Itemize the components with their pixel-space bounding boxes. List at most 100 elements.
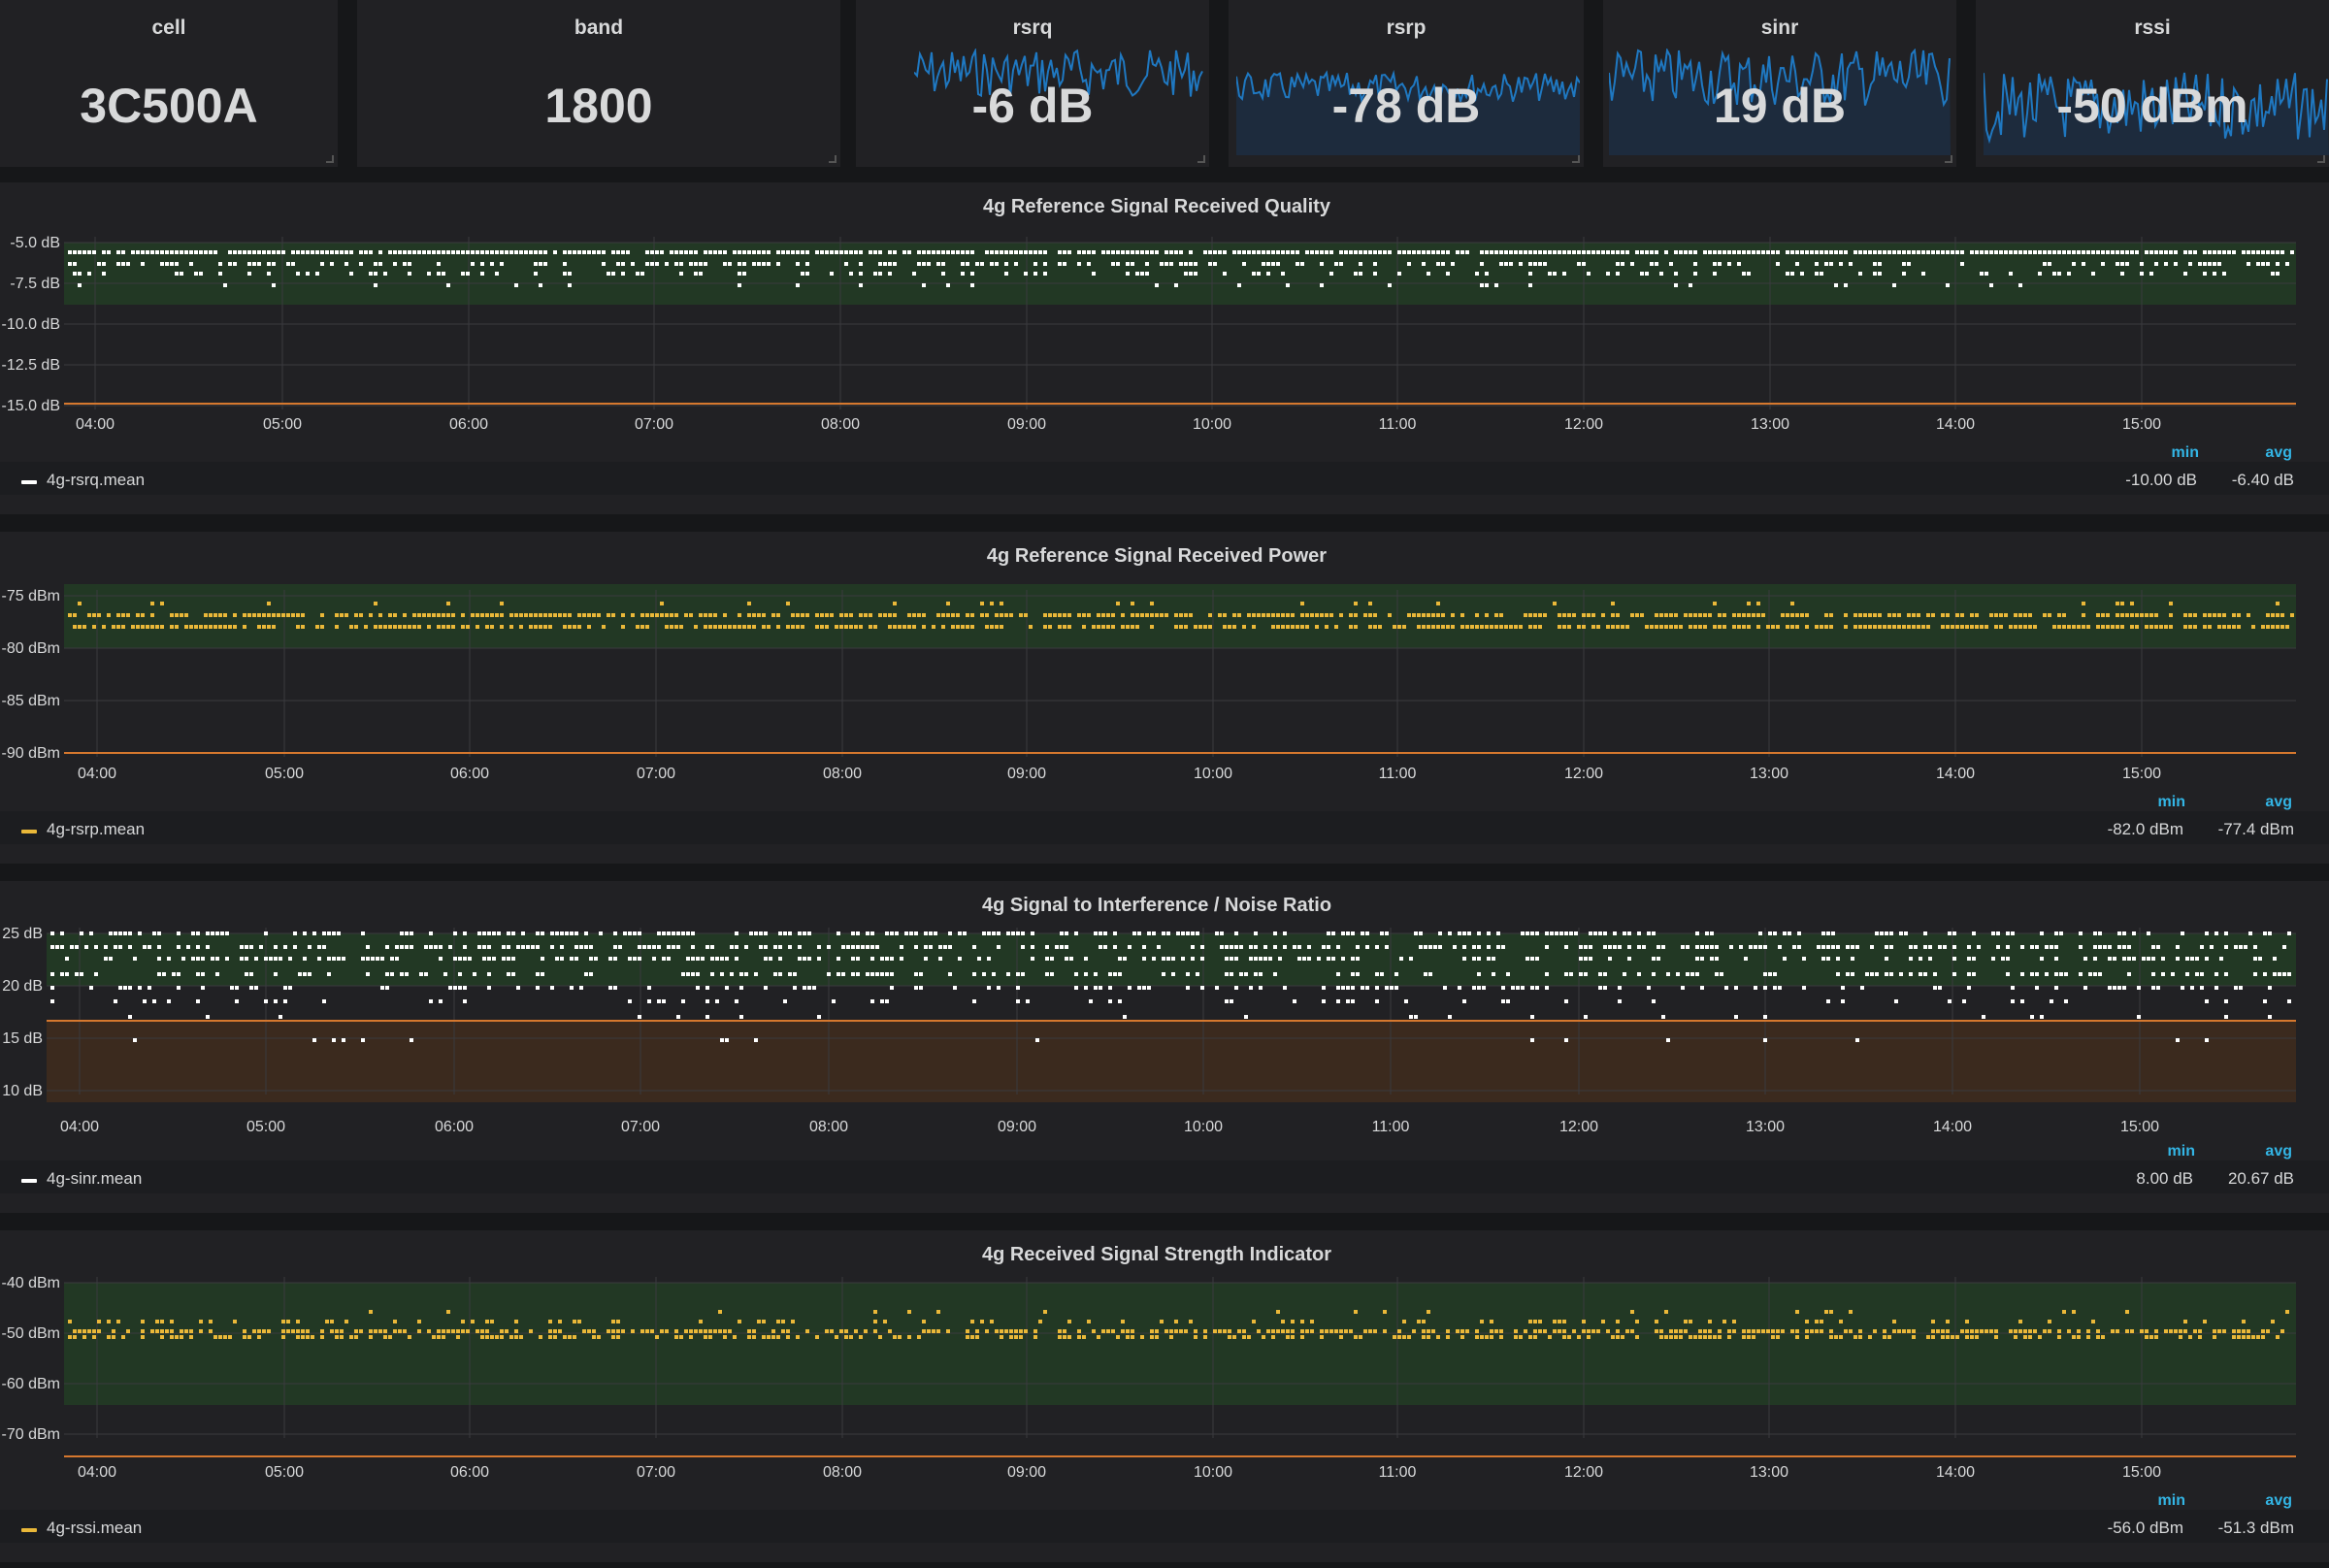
resize-handle-icon[interactable]	[326, 155, 334, 163]
x-tick-label: 12:00	[1564, 416, 1603, 433]
rssi-plot: -40 dBm -50 dBm -60 dBm -70 dBm 04:00 05:00 06…	[2, 1275, 2296, 1481]
x-tick-label: 12:00	[1559, 1119, 1598, 1135]
x-tick-label: 10:00	[1194, 1464, 1232, 1481]
stat-value: 3C500A	[80, 79, 258, 133]
x-tick-label: 11:00	[1379, 416, 1417, 433]
legend-strip	[0, 1160, 2329, 1193]
sinr-sparkline	[1609, 49, 1951, 155]
legend-avg-header[interactable]: avg	[2265, 444, 2292, 461]
legend-series-name[interactable]: 4g-sinr.mean	[47, 1169, 143, 1188]
legend-avg-header[interactable]: avg	[2265, 794, 2292, 810]
x-tick-label: 11:00	[1379, 1464, 1417, 1481]
x-tick-label: 06:00	[450, 1464, 489, 1481]
stat-panel-rsrp[interactable]: rsrp -78 dB	[1229, 0, 1584, 167]
panel-title[interactable]: 4g Received Signal Strength Indicator	[981, 1244, 1332, 1265]
resize-handle-icon[interactable]	[829, 155, 836, 163]
x-tick-label: 14:00	[1936, 1464, 1975, 1481]
legend-series-name[interactable]: 4g-rssi.mean	[47, 1519, 143, 1537]
y-tick-label: -50 dBm	[2, 1325, 60, 1342]
legend-series-name[interactable]: 4g-rsrq.mean	[47, 471, 146, 489]
stat-panel-band[interactable]: band 1800	[357, 0, 840, 167]
y-tick-label: 15 dB	[2, 1030, 43, 1047]
x-tick-label: 12:00	[1564, 1464, 1603, 1481]
resize-handle-icon[interactable]	[2317, 155, 2325, 163]
x-tick-label: 05:00	[263, 416, 302, 433]
stat-value: 19 dB	[1713, 79, 1847, 133]
y-tick-label: -5.0 dB	[10, 235, 60, 251]
x-tick-label: 05:00	[265, 1464, 304, 1481]
y-tick-label: 10 dB	[2, 1083, 43, 1099]
stat-panel-sinr[interactable]: sinr 19 dB	[1603, 0, 1956, 167]
x-tick-label: 13:00	[1751, 416, 1789, 433]
legend-series-name[interactable]: 4g-rsrp.mean	[47, 820, 146, 838]
y-tick-label: 25 dB	[2, 926, 43, 942]
stat-value: 1800	[544, 79, 653, 133]
graph-panel-rsrq[interactable]: 4g Reference Signal Received Quality -5.…	[0, 182, 2329, 514]
resize-handle-icon[interactable]	[1197, 155, 1205, 163]
series-points	[50, 931, 2291, 1042]
legend-min-header[interactable]: min	[2167, 1143, 2195, 1160]
legend: min avg 4g-sinr.mean 8.00 dB 20.67 dB	[0, 1143, 2329, 1193]
legend: min avg 4g-rsrp.mean -82.0 dBm -77.4 dBm	[0, 794, 2329, 844]
x-tick-label: 08:00	[823, 766, 862, 782]
stat-panel-cell[interactable]: cell 3C500A	[0, 0, 338, 167]
stat-value: -50 dBm	[2056, 79, 2248, 133]
series-points	[68, 602, 2294, 629]
y-tick-label: -70 dBm	[2, 1426, 60, 1443]
x-tick-label: 14:00	[1936, 416, 1975, 433]
legend-strip	[0, 811, 2329, 844]
x-tick-label: 06:00	[435, 1119, 474, 1135]
legend: min avg 4g-rssi.mean -56.0 dBm -51.3 dBm	[0, 1492, 2329, 1543]
y-tick-label: -75 dBm	[2, 588, 60, 604]
series-points	[68, 1310, 2289, 1339]
graph-panel-sinr[interactable]: 4g Signal to Interference / Noise Ratio …	[0, 881, 2329, 1213]
stat-panel-rssi[interactable]: rssi -50 dBm	[1976, 0, 2329, 167]
x-tick-label: 08:00	[823, 1464, 862, 1481]
x-tick-label: 10:00	[1194, 766, 1232, 782]
legend-avg-header[interactable]: avg	[2265, 1492, 2292, 1509]
stat-title: rsrq	[1012, 16, 1053, 39]
resize-handle-icon[interactable]	[1945, 155, 1952, 163]
x-tick-label: 09:00	[998, 1119, 1036, 1135]
panel-title[interactable]: 4g Reference Signal Received Quality	[983, 196, 1330, 217]
x-tick-label: 09:00	[1007, 766, 1046, 782]
x-tick-label: 14:00	[1936, 766, 1975, 782]
legend-avg-value: -6.40 dB	[2231, 471, 2294, 489]
x-tick-label: 10:00	[1184, 1119, 1223, 1135]
legend-min-value: 8.00 dB	[2136, 1169, 2193, 1188]
legend-min-header[interactable]: min	[2157, 794, 2185, 810]
y-tick-label: -12.5 dB	[2, 357, 60, 374]
sinr-plot: 25 dB 20 dB 15 dB 10 dB 04:00 05:00 06:00 07:00…	[2, 926, 2296, 1135]
panel-title[interactable]: 4g Signal to Interference / Noise Ratio	[981, 895, 1332, 916]
legend-min-value: -82.0 dBm	[2107, 820, 2183, 838]
x-tick-label: 09:00	[1007, 1464, 1046, 1481]
stat-title: cell	[151, 16, 186, 39]
y-tick-label: -40 dBm	[2, 1275, 60, 1291]
legend-avg-value: -77.4 dBm	[2217, 820, 2294, 838]
x-tick-label: 07:00	[637, 1464, 675, 1481]
legend-avg-header[interactable]: avg	[2265, 1143, 2292, 1160]
x-tick-label: 04:00	[76, 416, 115, 433]
rsrp-plot: -75 dBm -80 dBm -85 dBm -90 dBm 04:00 05:00 06…	[2, 584, 2296, 782]
panel-title[interactable]: 4g Reference Signal Received Power	[986, 545, 1328, 567]
y-tick-label: -90 dBm	[2, 745, 60, 762]
legend-min-header[interactable]: min	[2171, 444, 2199, 461]
x-tick-label: 14:00	[1933, 1119, 1972, 1135]
rsrp-sparkline	[1236, 70, 1580, 155]
legend-min-header[interactable]: min	[2157, 1492, 2185, 1509]
legend-swatch-icon	[21, 830, 37, 833]
x-tick-label: 13:00	[1750, 1464, 1788, 1481]
legend-swatch-icon	[21, 480, 37, 484]
x-tick-label: 15:00	[2122, 1464, 2161, 1481]
rsrq-plot: -5.0 dB -7.5 dB -10.0 dB -12.5 dB -15.0 dB 04…	[2, 235, 2296, 433]
graph-panel-rssi[interactable]: 4g Received Signal Strength Indicator -4…	[0, 1230, 2329, 1562]
graph-panel-rsrp[interactable]: 4g Reference Signal Received Power -75 d…	[0, 532, 2329, 864]
resize-handle-icon[interactable]	[1572, 155, 1580, 163]
stat-panel-rsrq[interactable]: rsrq -6 dB	[856, 0, 1209, 167]
legend-swatch-icon	[21, 1179, 37, 1183]
stat-title: sinr	[1760, 16, 1799, 39]
y-tick-label: -7.5 dB	[10, 276, 60, 292]
x-tick-label: 10:00	[1193, 416, 1231, 433]
x-tick-label: 13:00	[1746, 1119, 1785, 1135]
x-tick-label: 15:00	[2120, 1119, 2159, 1135]
